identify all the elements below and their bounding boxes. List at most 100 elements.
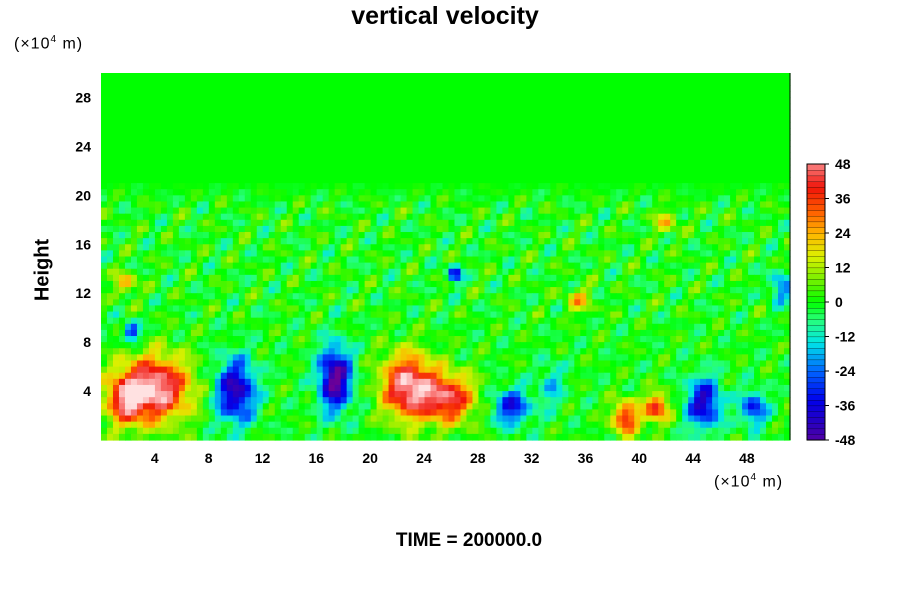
field-cell: [322, 115, 330, 123]
field-cell: [772, 183, 779, 190]
field-cell: [394, 85, 402, 92]
field-cell: [172, 115, 180, 123]
field-cell: [736, 103, 743, 111]
field-cell: [694, 85, 701, 92]
field-cell: [598, 109, 605, 117]
field-cell: [118, 293, 126, 300]
field-cell: [646, 311, 653, 319]
field-cell: [694, 299, 701, 307]
field-cell: [472, 91, 480, 99]
field-cell: [238, 207, 246, 215]
field-cell: [382, 195, 390, 203]
field-cell: [196, 195, 204, 203]
field-cell: [220, 195, 228, 203]
field-cell: [382, 262, 390, 270]
field-cell: [526, 311, 533, 319]
field-cell: [538, 152, 545, 160]
field-cell: [316, 195, 324, 203]
field-cell: [286, 219, 294, 227]
field-cell: [268, 152, 276, 160]
field-cell: [646, 244, 653, 251]
field-cell: [178, 183, 186, 190]
field-cell: [616, 152, 623, 160]
field-cell: [472, 293, 480, 300]
field-cell: [736, 299, 743, 307]
field-cell: [562, 287, 569, 294]
field-cell: [226, 256, 234, 264]
field-cell: [454, 262, 462, 270]
field-cell: [478, 323, 486, 331]
field-cell: [424, 213, 432, 221]
field-cell: [238, 170, 246, 178]
field-cell: [538, 287, 545, 294]
field-cell: [448, 213, 456, 221]
field-cell: [220, 268, 228, 276]
field-cell: [256, 244, 264, 251]
field-cell: [676, 195, 683, 203]
field-cell: [118, 73, 126, 80]
field-cell: [244, 256, 252, 264]
field-cell: [568, 176, 575, 184]
field-cell: [586, 128, 593, 135]
field-cell: [316, 232, 324, 239]
field-cell: [142, 268, 150, 276]
field-cell: [256, 268, 264, 276]
field-cell: [328, 158, 336, 166]
field-cell: [226, 225, 234, 233]
field-cell: [352, 170, 360, 178]
field-cell: [298, 79, 306, 86]
field-cell: [562, 146, 569, 154]
field-cell: [382, 121, 390, 129]
field-cell: [484, 299, 492, 307]
field-cell: [130, 244, 138, 251]
field-cell: [670, 103, 677, 111]
field-cell: [706, 238, 713, 245]
field-cell: [682, 280, 689, 288]
field-cell: [634, 280, 641, 288]
field-cell: [460, 329, 468, 337]
field-cell: [490, 244, 498, 251]
field-cell: [490, 121, 498, 129]
field-cell: [508, 128, 515, 135]
field-cell: [700, 311, 707, 319]
field-cell: [178, 170, 186, 178]
field-cell: [508, 91, 515, 99]
field-cell: [778, 164, 785, 172]
field-cell: [670, 305, 677, 313]
field-cell: [280, 183, 288, 190]
field-cell: [526, 183, 533, 190]
field-cell: [136, 311, 144, 319]
field-cell: [688, 189, 695, 196]
field-cell: [268, 280, 276, 288]
field-cell: [580, 244, 587, 251]
field-cell: [286, 152, 294, 160]
field-cell: [718, 280, 725, 288]
field-cell: [154, 287, 162, 294]
field-cell: [244, 299, 252, 307]
field-cell: [154, 317, 162, 325]
field-cell: [412, 280, 420, 288]
field-cell: [202, 250, 210, 258]
field-cell: [214, 158, 222, 166]
field-cell: [562, 152, 569, 160]
field-cell: [244, 121, 252, 129]
field-cell: [190, 109, 198, 117]
field-cell: [190, 79, 198, 86]
field-cell: [358, 329, 366, 337]
field-cell: [238, 134, 246, 141]
field-cell: [226, 195, 234, 203]
field-cell: [238, 121, 246, 129]
field-cell: [652, 183, 659, 190]
field-cell: [430, 140, 438, 147]
field-cell: [130, 274, 138, 282]
field-cell: [490, 73, 498, 80]
field-cell: [400, 274, 408, 282]
field-cell: [550, 207, 557, 215]
field-cell: [688, 109, 695, 117]
field-cell: [520, 274, 527, 282]
field-cell: [490, 287, 498, 294]
field-cell: [592, 195, 599, 203]
field-cell: [412, 152, 420, 160]
field-cell: [448, 152, 456, 160]
field-cell: [442, 97, 450, 105]
